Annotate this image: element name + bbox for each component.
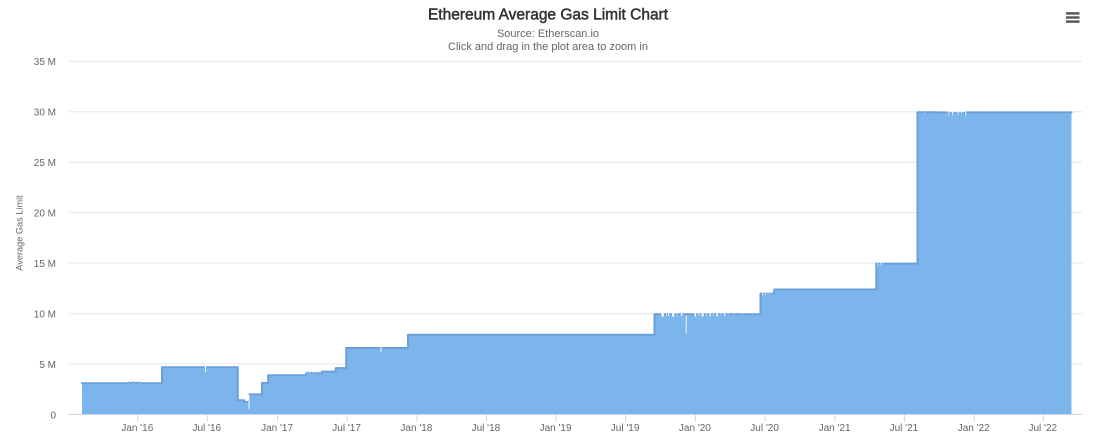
svg-text:Jul '20: Jul '20 [750,423,779,434]
svg-text:30 M: 30 M [34,108,56,119]
svg-text:Jan '20: Jan '20 [679,423,711,434]
svg-text:15 M: 15 M [34,259,56,270]
svg-text:Average Gas Limit: Average Gas Limit [15,195,25,271]
svg-text:Jul '22: Jul '22 [1029,423,1058,434]
svg-text:Jul '17: Jul '17 [332,423,361,434]
svg-text:20 M: 20 M [34,209,56,220]
svg-text:Jan '19: Jan '19 [540,423,572,434]
svg-text:35 M: 35 M [34,57,56,68]
svg-text:Ethereum Average Gas Limit Cha: Ethereum Average Gas Limit Chart [428,7,669,24]
svg-text:Jan '21: Jan '21 [819,423,851,434]
svg-text:Jan '16: Jan '16 [121,423,153,434]
svg-text:Source: Etherscan.io: Source: Etherscan.io [497,28,599,40]
svg-text:Jul '19: Jul '19 [611,423,640,434]
svg-text:Jul '21: Jul '21 [890,423,919,434]
svg-text:10 M: 10 M [34,310,56,321]
svg-text:Jan '17: Jan '17 [261,423,293,434]
svg-text:25 M: 25 M [34,158,56,169]
svg-text:Jan '22: Jan '22 [958,423,990,434]
svg-text:0: 0 [50,411,56,422]
svg-text:Jul '18: Jul '18 [472,423,501,434]
svg-text:Jul '16: Jul '16 [193,423,222,434]
svg-text:5 M: 5 M [39,360,56,371]
svg-text:Click and drag in the plot are: Click and drag in the plot area to zoom … [448,41,648,53]
svg-text:Jan '18: Jan '18 [400,423,432,434]
